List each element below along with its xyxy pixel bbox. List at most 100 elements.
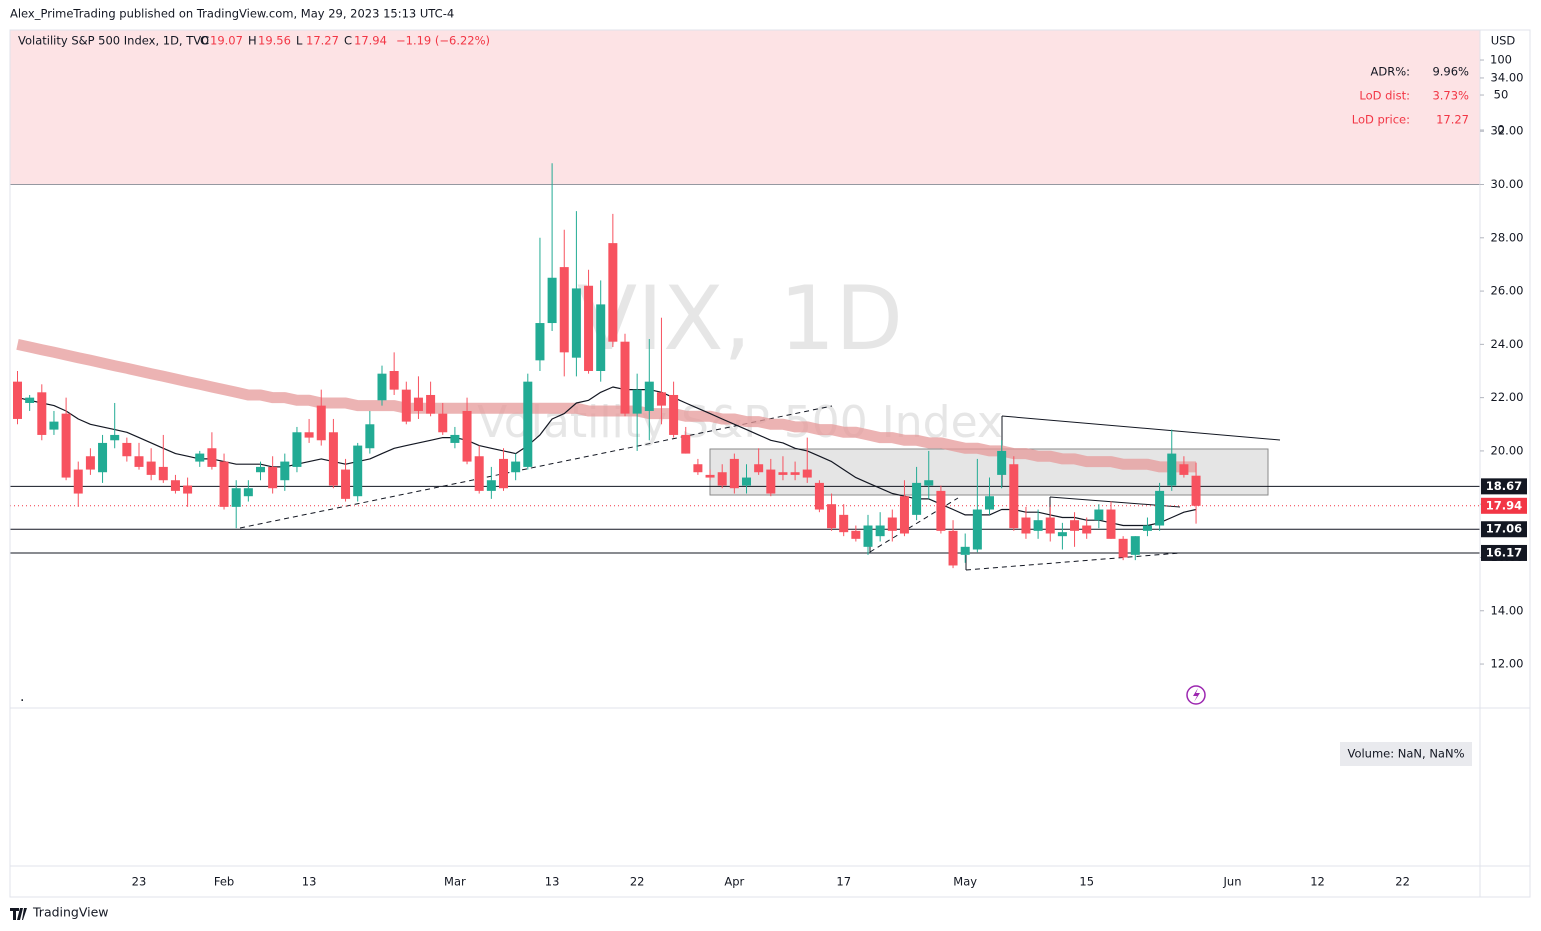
volume-tick-label: 50 xyxy=(1494,88,1509,102)
candle-body xyxy=(535,323,545,361)
candle-body xyxy=(717,472,727,486)
candle-body xyxy=(839,514,849,533)
candle-body xyxy=(584,285,594,371)
x-tick-label: Apr xyxy=(724,875,744,889)
x-tick-label: 15 xyxy=(1079,875,1094,889)
candle-body xyxy=(693,464,703,473)
candle-body xyxy=(450,434,460,443)
candle-body xyxy=(863,525,873,547)
candle-body xyxy=(1045,517,1055,534)
candle-body xyxy=(620,341,630,414)
candle-body xyxy=(183,485,193,494)
candle-body xyxy=(523,381,533,467)
level-label: 16.17 xyxy=(1486,545,1522,559)
x-tick-label: 17 xyxy=(836,875,851,889)
y-tick-label: 26.00 xyxy=(1491,284,1524,298)
candle-body xyxy=(669,394,679,435)
logo xyxy=(10,908,27,920)
y-tick-label: 34.00 xyxy=(1491,70,1524,84)
candle-body xyxy=(936,490,946,531)
x-tick-label: Mar xyxy=(444,875,466,889)
candle-body xyxy=(37,392,47,435)
candle-body xyxy=(438,413,448,433)
candle-body xyxy=(851,530,861,539)
candle-body xyxy=(268,466,278,489)
level-tag xyxy=(1481,521,1527,538)
x-tick-label: 13 xyxy=(545,875,560,889)
symbol: Volatility S&P 500 Index, 1D, TVC xyxy=(18,34,209,48)
ohlc-value: 19.07 xyxy=(210,34,243,48)
candle-body xyxy=(499,458,508,489)
dot: . xyxy=(20,689,24,705)
zone xyxy=(10,30,1480,185)
candle-body xyxy=(158,466,168,481)
candle-body xyxy=(1082,525,1092,534)
last-price-label: 17.94 xyxy=(1486,498,1522,512)
x-tick-label: May xyxy=(953,875,977,889)
candle-body xyxy=(997,450,1007,475)
frame xyxy=(9,29,1531,898)
candle-body xyxy=(1142,525,1152,531)
candle-body xyxy=(413,397,423,411)
candle-body xyxy=(1094,509,1104,521)
event-icon[interactable] xyxy=(1186,685,1206,705)
ohlc-key: H xyxy=(248,34,257,48)
candle-body xyxy=(766,469,776,494)
candle-body xyxy=(462,410,472,462)
candle-body xyxy=(486,480,496,491)
candle-body xyxy=(924,480,934,486)
stat-value: 9.96% xyxy=(1432,65,1469,79)
trendline xyxy=(239,405,833,529)
y-tick-label: 20.00 xyxy=(1491,443,1524,457)
candle-body xyxy=(1106,509,1116,539)
y-tick-label: 22.00 xyxy=(1491,390,1524,404)
volume-tick-label: 100 xyxy=(1490,53,1512,67)
y-tick-label: 14.00 xyxy=(1491,603,1524,617)
stat-label: ADR%: xyxy=(1370,65,1410,79)
candle-body xyxy=(887,517,897,531)
last-price-tag xyxy=(1481,497,1527,514)
x-tick-label: 12 xyxy=(1310,875,1325,889)
candle-body xyxy=(972,509,982,550)
candle-body xyxy=(122,442,132,457)
candle-body xyxy=(827,504,837,529)
candle-body xyxy=(98,442,108,473)
candle-body xyxy=(377,373,387,401)
candle-body xyxy=(110,434,120,441)
currency: USD xyxy=(1491,34,1516,48)
ma-band xyxy=(16,339,1196,473)
candle-body xyxy=(243,488,253,497)
candle-body xyxy=(729,458,739,489)
candle-body xyxy=(790,472,800,475)
y-tick-label: 24.00 xyxy=(1491,337,1524,351)
candle-body xyxy=(985,496,994,510)
candle-body xyxy=(596,304,606,371)
ohlc-key: C xyxy=(344,34,352,48)
x-tick-label: Feb xyxy=(214,875,234,889)
candle-body xyxy=(389,370,399,390)
stat-value: 17.27 xyxy=(1436,113,1469,127)
candle-body xyxy=(292,432,302,467)
candle-body xyxy=(61,413,71,478)
candle-body xyxy=(474,456,484,491)
x-tick-label: 13 xyxy=(302,875,317,889)
ohlc-value: 17.27 xyxy=(306,34,339,48)
candle-body xyxy=(960,546,970,555)
candle-body xyxy=(49,421,59,430)
candle-body xyxy=(304,432,314,438)
ohlc-key: L xyxy=(296,34,303,48)
candle-body xyxy=(1033,520,1043,531)
y-tick-label: 12.00 xyxy=(1491,657,1524,671)
candle-body xyxy=(632,389,642,414)
candle-body xyxy=(1179,464,1189,475)
candle-body xyxy=(231,488,241,507)
candle-body xyxy=(912,482,922,515)
level-tag xyxy=(1481,478,1527,495)
candle-body xyxy=(256,466,265,473)
candle-body xyxy=(875,525,885,537)
y-tick-label: 30.00 xyxy=(1491,177,1524,191)
candle-body xyxy=(1057,532,1067,537)
candle-body xyxy=(353,445,363,497)
event-icon-bolt xyxy=(1193,688,1200,702)
candle-body xyxy=(705,474,715,478)
